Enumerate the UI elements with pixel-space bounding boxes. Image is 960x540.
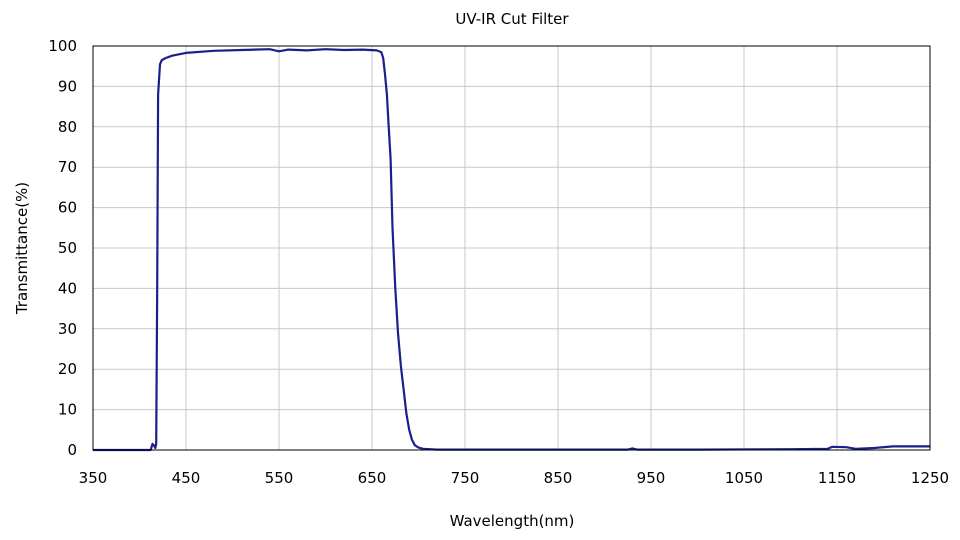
x-tick-label: 1050	[725, 469, 763, 487]
x-tick-label: 750	[451, 469, 480, 487]
plot-border	[92, 45, 931, 451]
x-tick-label: 650	[358, 469, 387, 487]
y-tick-label: 20	[58, 360, 77, 378]
x-tick-label: 1250	[911, 469, 949, 487]
x-tick-labels: 350 450 550 650 750 850 950 1050 1150 1250	[79, 469, 949, 487]
y-tick-label: 100	[48, 37, 77, 55]
chart-title: UV-IR Cut Filter	[455, 10, 569, 28]
y-tick-label: 70	[58, 158, 77, 176]
y-tick-labels: 0 10 20 30 40 50 60 70 80 90 100	[48, 37, 77, 459]
y-tick-label: 0	[67, 441, 77, 459]
y-tick-label: 30	[58, 320, 77, 338]
y-tick-label: 50	[58, 239, 77, 257]
y-tick-label: 80	[58, 118, 77, 136]
x-tick-label: 950	[637, 469, 666, 487]
x-axis-label: Wavelength(nm)	[450, 512, 575, 530]
series-line	[93, 48, 930, 452]
y-tick-label: 60	[58, 199, 77, 217]
x-tick-label: 550	[265, 469, 294, 487]
x-tick-label: 1150	[818, 469, 856, 487]
x-tick-label: 450	[172, 469, 201, 487]
y-axis-label: Transmittance(%)	[13, 182, 31, 315]
y-tick-label: 40	[58, 279, 77, 297]
x-tick-label: 350	[79, 469, 108, 487]
y-tick-label: 90	[58, 77, 77, 95]
y-tick-label: 10	[58, 401, 77, 419]
x-tick-label: 850	[544, 469, 573, 487]
